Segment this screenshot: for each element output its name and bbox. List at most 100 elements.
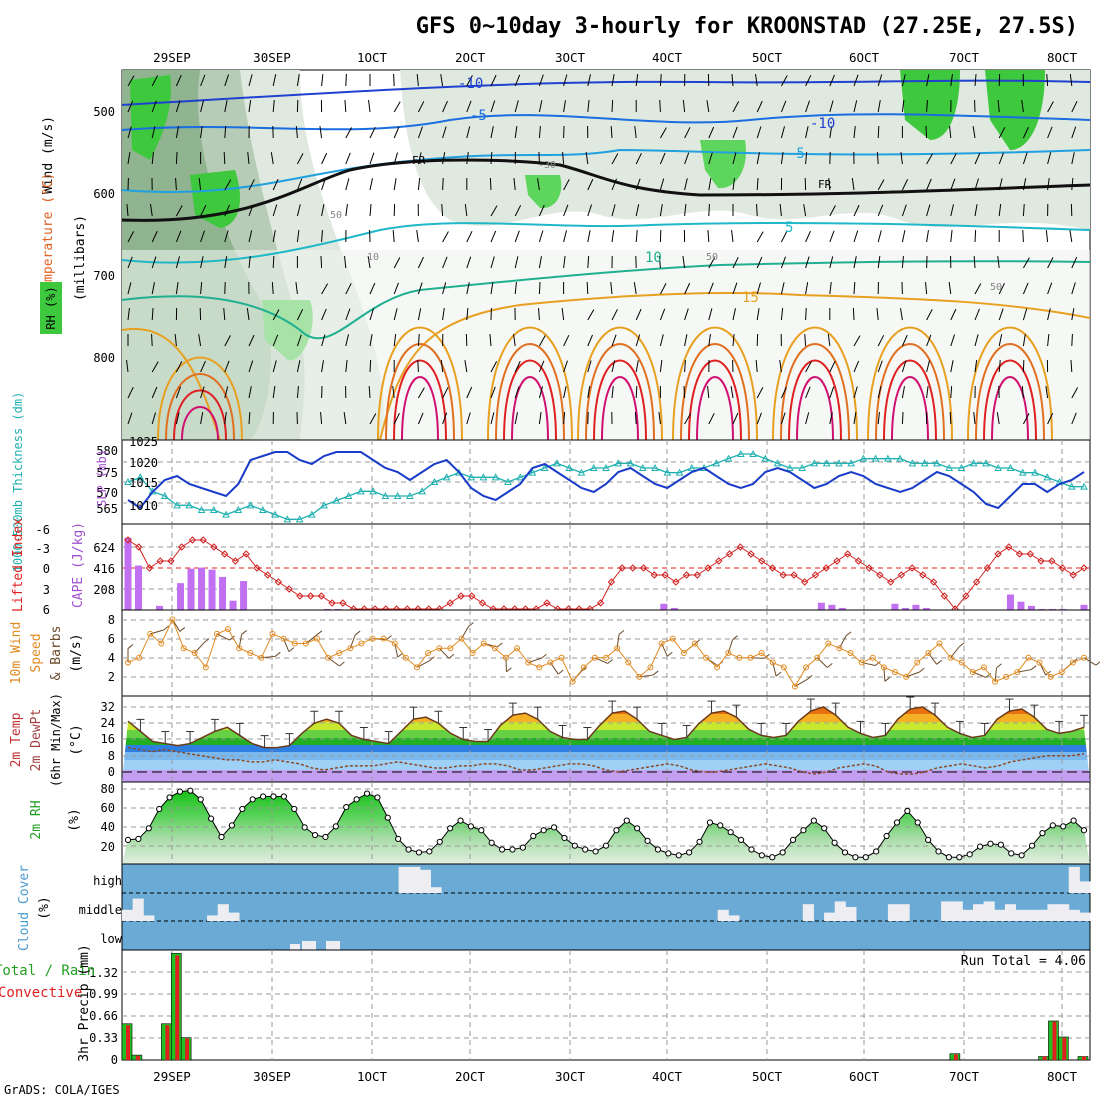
upper-wind-barb	[198, 334, 202, 347]
wind-point	[369, 635, 376, 642]
wind-barb-flag	[288, 647, 295, 653]
upper-wind-barb	[756, 387, 764, 399]
thickness-point	[933, 459, 941, 467]
wind-tick: 8	[108, 613, 115, 627]
upper-wind-barb	[587, 360, 592, 373]
rh-ticks: 80 60 40 20	[101, 782, 115, 854]
dewpoint-line	[127, 746, 1085, 775]
wind-point	[691, 640, 698, 647]
temperature-contour-dome	[967, 326, 1053, 440]
upper-wind-barb	[996, 412, 1000, 425]
upper-wind-barb	[827, 334, 831, 347]
upper-wind-barb	[1022, 126, 1029, 139]
wind-point	[958, 659, 965, 666]
upper-wind-barb	[901, 386, 905, 399]
li-label: Lifted Index	[11, 518, 26, 612]
rh-point	[405, 846, 412, 853]
upper-wind-barb	[1071, 178, 1074, 191]
cape-bar	[922, 607, 930, 610]
rh-point	[270, 793, 277, 800]
upper-wind-barb	[440, 74, 444, 87]
upper-wind-barb	[974, 204, 978, 217]
slp-grid	[122, 440, 1090, 524]
upper-wind-barb	[224, 335, 231, 347]
wind-point	[947, 654, 954, 661]
li-point	[650, 571, 659, 579]
upper-wind-barb	[175, 282, 179, 295]
li-point	[135, 543, 143, 551]
upper-wind-barb	[635, 385, 638, 399]
upper-wind-barb	[732, 256, 739, 269]
temperature-contour-dome	[796, 376, 834, 440]
wind-point	[614, 645, 621, 652]
li-point	[811, 571, 820, 579]
cloud-bar	[217, 904, 229, 921]
wind-point	[125, 659, 131, 666]
upper-wind-barb	[224, 256, 228, 269]
upper-wind-barb	[901, 411, 904, 425]
upper-wind-barb	[200, 282, 203, 295]
upper-wind-barb	[1071, 412, 1077, 425]
upper-wind-barb	[1046, 73, 1049, 87]
upper-wind-barb	[974, 178, 979, 191]
rh-green-7	[525, 175, 562, 209]
wind-point	[169, 616, 176, 623]
upper-wind-barb	[974, 334, 979, 347]
cloud-bar	[983, 901, 995, 921]
upper-wind-barb	[684, 152, 690, 165]
upper-wind-barb	[611, 204, 616, 217]
thickness-label: 1000-500mb Thickness (dm)	[11, 392, 25, 573]
wind-barb-flag	[163, 625, 170, 631]
upper-wind-barb	[466, 256, 472, 269]
upper-wind-barb	[853, 281, 856, 295]
rh-point	[810, 817, 817, 824]
upper-wind-barb	[151, 307, 154, 321]
li-point	[285, 585, 293, 593]
upper-wind-barb	[804, 333, 807, 347]
wind-point	[247, 650, 254, 656]
precip-label-total: Total / Rain	[0, 963, 95, 979]
thickness-point	[491, 473, 500, 481]
x-tick-label-bottom: 8OCT	[1047, 1069, 1078, 1084]
upper-wind-barb	[805, 230, 811, 243]
rh-point	[280, 793, 287, 800]
upper-wind-barb	[490, 74, 497, 87]
upper-wind-barb	[248, 74, 253, 87]
upper-wind-barb	[393, 412, 400, 425]
rh-point	[1018, 852, 1025, 859]
rh-point	[156, 805, 163, 813]
upper-wind-barb	[490, 361, 498, 373]
wind-point	[391, 640, 398, 647]
upper-wind-barb	[853, 100, 858, 113]
upper-wind-barb	[466, 152, 469, 165]
wind-label-3: & Barbs	[49, 626, 64, 681]
cape-bar	[177, 583, 185, 610]
upper-wind-barb	[998, 127, 1006, 139]
upper-wind-barb	[369, 308, 374, 321]
upper-wind-barb	[853, 126, 856, 139]
temperature-contour-dome	[991, 376, 1029, 440]
upper-wind-barb	[224, 230, 229, 243]
upper-wind-barb	[127, 231, 135, 243]
upper-wind-barb	[708, 178, 712, 191]
wind-point	[402, 654, 409, 661]
temperature-contour-dome	[173, 389, 227, 440]
upper-wind-barb	[321, 152, 328, 165]
upper-wind-barb	[779, 204, 782, 217]
cape-label: CAPE (J/kg)	[71, 522, 86, 608]
rh-point	[945, 854, 953, 861]
upper-wind-barb	[417, 387, 425, 399]
upper-wind-barb	[901, 360, 907, 373]
thickness-point	[920, 459, 929, 467]
temp-tick: 32	[101, 700, 115, 714]
thickness-point	[430, 477, 439, 485]
wind-point	[158, 640, 165, 647]
cape-bar	[901, 607, 909, 610]
x-tick-label-bottom: 30SEP	[253, 1069, 291, 1084]
rh-point	[623, 817, 630, 824]
cloud-frame	[121, 863, 1091, 951]
upper-wind-barb	[270, 152, 274, 165]
upper-wind-barb	[853, 204, 860, 217]
precip-convective-bar	[165, 1025, 170, 1060]
upper-wind-barb	[853, 256, 857, 269]
